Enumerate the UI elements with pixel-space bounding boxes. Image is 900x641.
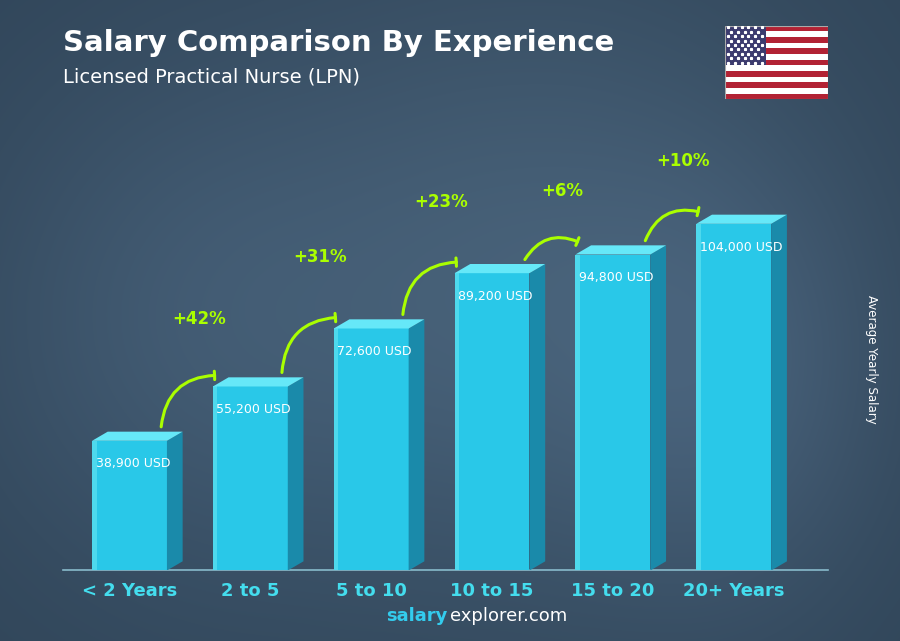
Bar	[213, 387, 288, 570]
Text: +31%: +31%	[293, 248, 347, 266]
Bar	[454, 273, 459, 570]
Bar	[724, 82, 828, 88]
Bar	[92, 441, 166, 570]
Text: Average Yearly Salary: Average Yearly Salary	[865, 295, 878, 423]
Polygon shape	[771, 215, 787, 570]
Bar	[724, 60, 828, 65]
Bar	[213, 387, 218, 570]
Text: 104,000 USD: 104,000 USD	[700, 240, 782, 253]
Bar	[724, 94, 828, 99]
Bar	[575, 254, 580, 570]
Text: Licensed Practical Nurse (LPN): Licensed Practical Nurse (LPN)	[63, 67, 360, 87]
Bar	[697, 224, 701, 570]
Bar	[454, 273, 529, 570]
Polygon shape	[454, 264, 545, 273]
Bar	[575, 254, 651, 570]
Text: 38,900 USD: 38,900 USD	[95, 458, 170, 470]
Text: explorer.com: explorer.com	[450, 607, 567, 625]
Text: 89,200 USD: 89,200 USD	[458, 290, 533, 303]
Text: salary: salary	[386, 607, 447, 625]
Text: +6%: +6%	[541, 182, 583, 200]
Text: +42%: +42%	[173, 310, 227, 328]
Polygon shape	[529, 264, 545, 570]
Polygon shape	[697, 215, 787, 224]
Polygon shape	[651, 246, 666, 570]
Bar	[724, 65, 828, 71]
Polygon shape	[575, 246, 666, 254]
Bar	[724, 54, 828, 60]
Bar	[334, 328, 409, 570]
Text: +10%: +10%	[656, 151, 710, 169]
Bar	[724, 31, 828, 37]
Polygon shape	[334, 319, 425, 328]
Bar	[724, 26, 828, 31]
Bar	[334, 328, 338, 570]
Polygon shape	[213, 378, 303, 387]
Bar	[697, 224, 771, 570]
Text: 72,600 USD: 72,600 USD	[338, 345, 412, 358]
Polygon shape	[288, 378, 303, 570]
Text: 94,800 USD: 94,800 USD	[579, 271, 653, 284]
Text: +23%: +23%	[414, 192, 468, 210]
Polygon shape	[92, 431, 183, 441]
Bar	[724, 48, 828, 54]
Bar	[724, 77, 828, 82]
Text: 55,200 USD: 55,200 USD	[217, 403, 291, 416]
Bar	[724, 71, 828, 77]
Bar	[724, 26, 766, 65]
Bar	[724, 88, 828, 94]
Polygon shape	[409, 319, 425, 570]
Bar	[92, 441, 96, 570]
Polygon shape	[166, 431, 183, 570]
Bar	[724, 37, 828, 43]
Text: Salary Comparison By Experience: Salary Comparison By Experience	[63, 29, 614, 57]
Bar	[724, 43, 828, 48]
